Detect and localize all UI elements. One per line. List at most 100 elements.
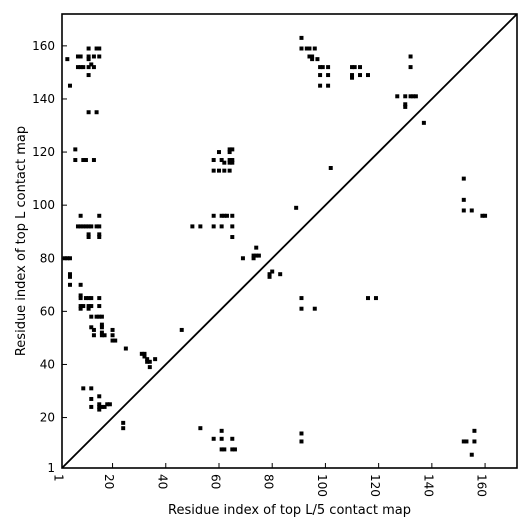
contact-point bbox=[230, 147, 235, 152]
contact-point bbox=[403, 102, 408, 107]
contact-point bbox=[219, 436, 224, 441]
contact-point bbox=[145, 357, 150, 362]
contact-point bbox=[222, 213, 227, 218]
contact-point bbox=[99, 325, 104, 330]
y-tick-label: 40 bbox=[40, 357, 55, 371]
contact-point bbox=[240, 256, 245, 261]
x-tick-label: 1 bbox=[52, 474, 66, 482]
contact-point bbox=[86, 54, 91, 59]
contact-point bbox=[142, 354, 147, 359]
contact-point bbox=[97, 404, 102, 409]
x-tick-label: 40 bbox=[155, 474, 169, 489]
contact-point bbox=[310, 57, 315, 62]
contact-point bbox=[75, 65, 80, 70]
contact-point bbox=[373, 296, 378, 301]
contact-point bbox=[219, 447, 224, 452]
contact-point bbox=[318, 73, 323, 78]
contact-point bbox=[222, 447, 227, 452]
contact-point bbox=[99, 314, 104, 319]
contact-point bbox=[230, 213, 235, 218]
x-tick-label: 140 bbox=[421, 474, 435, 497]
contact-point bbox=[278, 272, 283, 277]
contact-point bbox=[94, 110, 99, 115]
contact-point bbox=[222, 168, 227, 173]
contact-point bbox=[86, 46, 91, 51]
contact-point bbox=[97, 304, 102, 309]
contact-point bbox=[97, 232, 102, 237]
contact-point bbox=[83, 296, 88, 301]
contact-point bbox=[310, 54, 315, 59]
contact-point bbox=[113, 338, 118, 343]
contact-point bbox=[89, 314, 94, 319]
contact-point bbox=[142, 351, 147, 356]
contact-point bbox=[211, 436, 216, 441]
contact-point bbox=[299, 46, 304, 51]
contact-point bbox=[89, 62, 94, 67]
contact-point bbox=[81, 386, 86, 391]
contact-point bbox=[483, 213, 488, 218]
contact-point bbox=[67, 274, 72, 279]
contact-point bbox=[326, 73, 331, 78]
contact-point bbox=[198, 224, 203, 229]
contact-point bbox=[190, 224, 195, 229]
contact-point bbox=[254, 245, 259, 250]
x-tick-label: 100 bbox=[315, 474, 329, 497]
contact-point bbox=[211, 168, 216, 173]
contact-point bbox=[67, 282, 72, 287]
x-tick-label: 160 bbox=[475, 474, 489, 497]
contact-point bbox=[147, 365, 152, 370]
contact-point bbox=[86, 110, 91, 115]
x-tick-label: 60 bbox=[208, 474, 222, 489]
contact-point bbox=[461, 197, 466, 202]
contact-point bbox=[99, 322, 104, 327]
contact-point bbox=[89, 325, 94, 330]
contact-point bbox=[139, 351, 144, 356]
contact-point bbox=[350, 65, 355, 70]
diagonal-line bbox=[61, 13, 518, 469]
contact-point bbox=[105, 402, 110, 407]
contact-point bbox=[211, 213, 216, 218]
contact-point bbox=[216, 150, 221, 155]
contact-point bbox=[227, 160, 232, 165]
contact-point bbox=[411, 94, 416, 99]
contact-point bbox=[81, 224, 86, 229]
contact-point bbox=[86, 65, 91, 70]
contact-point bbox=[86, 232, 91, 237]
contact-point bbox=[78, 213, 83, 218]
contact-point bbox=[99, 404, 104, 409]
contact-point bbox=[81, 304, 86, 309]
contact-point bbox=[86, 296, 91, 301]
contact-point bbox=[222, 160, 227, 165]
contact-point bbox=[67, 272, 72, 277]
contact-point bbox=[256, 253, 261, 258]
contact-point bbox=[267, 274, 272, 279]
contact-point bbox=[78, 54, 83, 59]
x-tick-label: 80 bbox=[262, 474, 276, 489]
contact-point bbox=[230, 436, 235, 441]
contact-point bbox=[230, 158, 235, 163]
y-tick-label: 60 bbox=[40, 304, 55, 318]
contact-point bbox=[91, 65, 96, 70]
contact-point bbox=[83, 158, 88, 163]
contact-point bbox=[318, 65, 323, 70]
contact-point bbox=[267, 272, 272, 277]
contact-point bbox=[251, 253, 256, 258]
contact-point bbox=[350, 73, 355, 78]
contact-point bbox=[366, 73, 370, 78]
y-tick-label: 80 bbox=[40, 251, 55, 265]
contact-point bbox=[97, 235, 102, 240]
contact-point bbox=[232, 447, 237, 452]
contact-point bbox=[78, 224, 83, 229]
contact-point bbox=[73, 158, 78, 163]
contact-point bbox=[91, 54, 96, 59]
contact-point bbox=[89, 224, 94, 229]
contact-point bbox=[94, 46, 99, 51]
contact-point bbox=[145, 359, 150, 364]
y-tick-label: 1 bbox=[47, 461, 55, 475]
contact-point bbox=[110, 333, 115, 338]
contact-point bbox=[326, 83, 331, 88]
contact-point bbox=[97, 213, 102, 218]
contact-point bbox=[211, 158, 216, 163]
contact-point bbox=[227, 147, 232, 152]
